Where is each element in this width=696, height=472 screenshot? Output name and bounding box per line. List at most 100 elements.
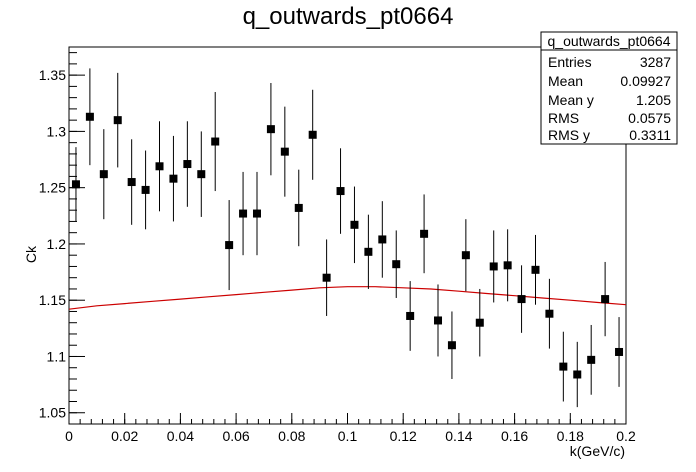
data-marker [225, 241, 234, 250]
data-marker [169, 174, 178, 183]
stats-label-entries: Entries [548, 54, 592, 70]
data-point [489, 230, 498, 303]
data-marker [503, 261, 512, 270]
data-marker [364, 247, 373, 256]
data-point [461, 219, 470, 292]
x-tick-label: 0.08 [278, 428, 305, 444]
data-point [447, 311, 456, 379]
x-tick-label: 0 [65, 428, 73, 444]
stats-value-entries: 3287 [640, 54, 671, 70]
data-marker [71, 180, 80, 189]
data-point [503, 229, 512, 302]
x-tick-label: 0.16 [501, 428, 528, 444]
data-point [183, 121, 192, 207]
stats-value-mean: 0.09927 [620, 73, 671, 89]
data-marker [573, 370, 582, 379]
data-point [434, 284, 443, 357]
data-point [587, 324, 596, 395]
data-point [475, 288, 484, 357]
stats-label-rms-y: RMS y [548, 127, 590, 143]
y-axis: 1.05 1.1 1.15 1.2 1.25 1.3 1.35 [39, 52, 85, 425]
data-marker [517, 295, 526, 304]
data-marker [392, 260, 401, 269]
x-tick-label: 0.18 [557, 428, 584, 444]
data-point [252, 171, 261, 256]
data-marker [113, 116, 122, 125]
x-tick-label: 0.04 [167, 428, 194, 444]
y-tick-label: 1.05 [39, 405, 66, 421]
data-marker [239, 209, 248, 218]
data-point [559, 331, 568, 402]
data-marker [545, 309, 554, 318]
data-point [615, 317, 624, 387]
data-marker [294, 203, 303, 212]
data-point [197, 131, 206, 217]
data-marker [559, 362, 568, 371]
data-point [141, 150, 150, 230]
data-marker [155, 162, 164, 171]
stats-label-rms: RMS [548, 110, 579, 126]
data-point [155, 121, 164, 212]
data-marker [378, 235, 387, 244]
data-point [294, 169, 303, 247]
stats-box-title: q_outwards_pt0664 [548, 33, 671, 49]
data-point [71, 147, 80, 222]
data-marker [406, 311, 415, 320]
data-marker [141, 185, 150, 194]
stats-label-mean: Mean [548, 73, 583, 89]
data-marker [280, 147, 289, 156]
stats-box-frame [540, 31, 678, 145]
x-tick-label: 0.12 [390, 428, 417, 444]
data-marker [322, 273, 331, 282]
data-marker [461, 251, 470, 260]
data-point [517, 265, 526, 333]
data-point [127, 139, 136, 225]
data-marker [99, 170, 108, 179]
data-point [420, 194, 429, 274]
data-point [573, 341, 582, 408]
data-marker [350, 220, 359, 229]
x-tick-label: 0.1 [338, 428, 358, 444]
data-marker [447, 341, 456, 350]
data-marker [252, 209, 261, 218]
y-tick-label: 1.2 [47, 236, 67, 252]
data-point [336, 148, 345, 234]
y-tick-label: 1.15 [39, 292, 66, 308]
data-marker [587, 355, 596, 364]
data-point [113, 72, 122, 168]
data-marker [308, 130, 317, 139]
stats-label-mean-y: Mean y [548, 92, 594, 108]
data-marker [183, 160, 192, 169]
data-marker [336, 187, 345, 196]
stats-value-rms-y: 0.3311 [629, 127, 671, 143]
data-marker [475, 318, 484, 327]
data-point [99, 129, 108, 220]
y-axis-title: Ck [23, 245, 39, 263]
data-point [169, 135, 178, 222]
chart-title: q_outwards_pt0664 [243, 3, 454, 30]
data-point [85, 68, 94, 166]
data-points-layer [71, 68, 624, 408]
data-point [322, 239, 331, 316]
fit-curve [68, 286, 627, 310]
data-point [280, 106, 289, 197]
data-marker [127, 178, 136, 187]
data-point [392, 230, 401, 298]
data-point [211, 92, 220, 192]
data-marker [420, 229, 429, 238]
fit-curve-layer [68, 286, 627, 310]
data-marker [601, 295, 610, 304]
data-marker [615, 347, 624, 356]
data-point [531, 234, 540, 305]
x-tick-label: 0.02 [111, 428, 138, 444]
data-point [266, 83, 275, 176]
y-tick-label: 1.35 [39, 67, 66, 83]
data-marker [434, 316, 443, 325]
stats-box: q_outwards_pt0664 Entries 3287 Mean 0.09… [540, 31, 678, 145]
data-point [225, 200, 234, 291]
data-marker [197, 170, 206, 179]
x-tick-label: 0.14 [445, 428, 472, 444]
data-point [406, 281, 415, 351]
data-point [308, 89, 317, 180]
